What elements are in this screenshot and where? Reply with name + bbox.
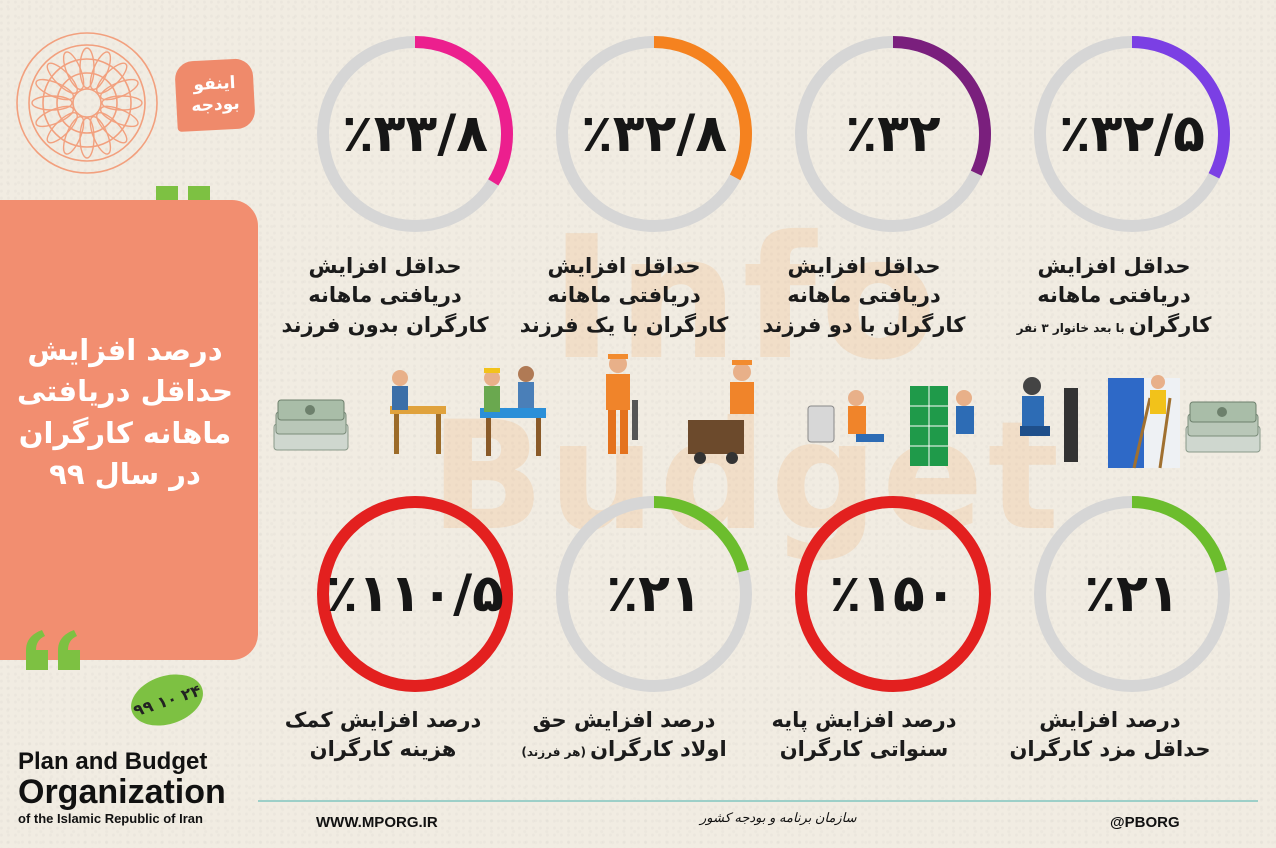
stat-ring-8: ٪۲۱ <box>1030 492 1234 696</box>
organization-name: Plan and Budget Organization of the Isla… <box>18 748 248 826</box>
caption-line: اولاد کارگران (هر فرزند) <box>521 737 727 762</box>
miner-workers-illustration <box>606 354 754 464</box>
infobudget-logo: اینفو بودجه <box>174 58 256 132</box>
stat-ring-6: ٪۲۱ <box>552 492 756 696</box>
welder-painter-illustration <box>1020 375 1180 469</box>
caption-line: دریافتی ماهانه <box>1037 283 1191 308</box>
ring-progress-arc <box>795 36 991 232</box>
stat-caption-1: حداقل افزایش دریافتی ماهانه کارگران بدون ف… <box>255 252 515 340</box>
stat-caption-7: درصد افزایش پایه سنواتی کارگران <box>734 706 994 765</box>
stat-percent: ٪۲۱ <box>606 564 702 624</box>
stat-percent: ٪۲۱ <box>1084 564 1180 624</box>
title-line-3: ماهانه کارگران <box>18 415 232 450</box>
ring-progress-arc <box>317 36 513 232</box>
ring-progress-arc <box>1034 36 1230 232</box>
caption-note: با بعد خانوار ۳ نفر <box>1016 320 1129 335</box>
title-line-1: درصد افزایش <box>27 333 223 367</box>
title-card <box>0 200 258 660</box>
money-stack-right-icon <box>1185 401 1261 453</box>
quote-mark-bottom-icon <box>26 630 80 670</box>
stat-percent: ٪۳۲ <box>845 104 941 164</box>
caption-line: حداقل افزایش <box>1037 254 1191 278</box>
stat-caption-3: حداقل افزایش دریافتی ماهانه کارگران با دو … <box>734 252 994 340</box>
rosette-ornament <box>12 28 162 178</box>
caption-line: کارگران با یک فرزند <box>519 312 729 337</box>
title-line-2: حداقل دریافتی <box>16 374 234 409</box>
watermark-line-2: Budget <box>430 390 1064 564</box>
ring-progress-arc <box>795 496 991 692</box>
org-line-3: of the Islamic Republic of Iran <box>18 811 203 826</box>
caption-line: سنواتی کارگران <box>779 737 949 762</box>
main-title: درصد افزایش حداقل دریافتی ماهانه کارگران… <box>0 330 250 496</box>
caption-line: درصد افزایش <box>1039 708 1181 732</box>
stat-percent: ٪۳۲/۸ <box>581 104 727 164</box>
caption-line: دریافتی ماهانه <box>308 283 462 308</box>
plumber-tiler-illustration <box>807 386 974 466</box>
caption-line: کارگران با دو فرزند <box>762 312 966 337</box>
stat-caption-4: حداقل افزایش دریافتی ماهانه کارگران با بعد… <box>984 252 1244 340</box>
footer-org-persian: سازمان برنامه و بودجه کشور <box>700 810 857 825</box>
caption-line: کارگران بدون فرزند <box>281 312 489 337</box>
stat-percent: ٪۱۵۰ <box>829 564 957 624</box>
stat-ring-1: ٪۳۳/۸ <box>313 32 517 236</box>
caption-note: (هر فرزند) <box>521 745 591 760</box>
caption-line: حداقل افزایش <box>308 254 462 278</box>
caption-line: هزینه کارگران <box>309 737 457 762</box>
caption-line: درصد افزایش حق <box>532 708 716 732</box>
info-budget-watermark: Info Budget <box>430 200 1110 564</box>
stat-percent: ٪۱۱۰/۵ <box>326 564 504 624</box>
stat-ring-3: ٪۳۲ <box>791 32 995 236</box>
caption-line: حداقل مزد کارگران <box>1009 737 1211 762</box>
stat-caption-5: درصد افزایش کمک هزینه کارگران <box>253 706 513 765</box>
org-line-1: Plan and Budget <box>18 748 208 775</box>
ring-progress-arc <box>317 496 513 692</box>
website-link[interactable]: WWW.MPORG.IR <box>316 814 438 831</box>
caption-line: درصد افزایش پایه <box>771 708 957 732</box>
stat-percent: ٪۳۲/۵ <box>1059 104 1205 164</box>
ring-progress-arc <box>1034 496 1230 692</box>
title-line-4: در سال ۹۹ <box>49 457 201 492</box>
date-badge: ۹۹ ۱۰ ۲۴ <box>124 665 210 735</box>
footer-divider <box>258 800 1258 802</box>
stat-caption-6: درصد افزایش حق اولاد کارگران (هر فرزند) <box>494 706 754 765</box>
stat-ring-5: ٪۱۱۰/۵ <box>313 492 517 696</box>
caption-line: دریافتی ماهانه <box>547 283 701 308</box>
caption-line: حداقل افزایش <box>547 254 701 278</box>
org-line-2: Organization <box>18 773 226 811</box>
ring-progress-arc <box>556 496 752 692</box>
caption-line: کارگران با بعد خانوار ۳ نفر <box>1016 312 1212 337</box>
stat-ring-2: ٪۳۲/۸ <box>552 32 756 236</box>
logo-line-2: بودجه <box>190 93 241 117</box>
caption-line: حداقل افزایش <box>787 254 941 278</box>
stat-caption-2: حداقل افزایش دریافتی ماهانه کارگران با یک … <box>494 252 754 340</box>
caption-line: دریافتی ماهانه <box>787 283 941 308</box>
stat-caption-8: درصد افزایش حداقل مزد کارگران <box>980 706 1240 765</box>
stat-ring-4: ٪۳۲/۵ <box>1030 32 1234 236</box>
stat-percent: ٪۳۳/۸ <box>342 104 488 164</box>
money-stack-left-icon <box>273 399 349 451</box>
social-handle[interactable]: @PBORG <box>1110 814 1180 831</box>
carpenter-workers-illustration <box>390 366 546 456</box>
stat-ring-7: ٪۱۵۰ <box>791 492 995 696</box>
caption-line: درصد افزایش کمک <box>284 708 482 732</box>
ring-progress-arc <box>556 36 752 232</box>
